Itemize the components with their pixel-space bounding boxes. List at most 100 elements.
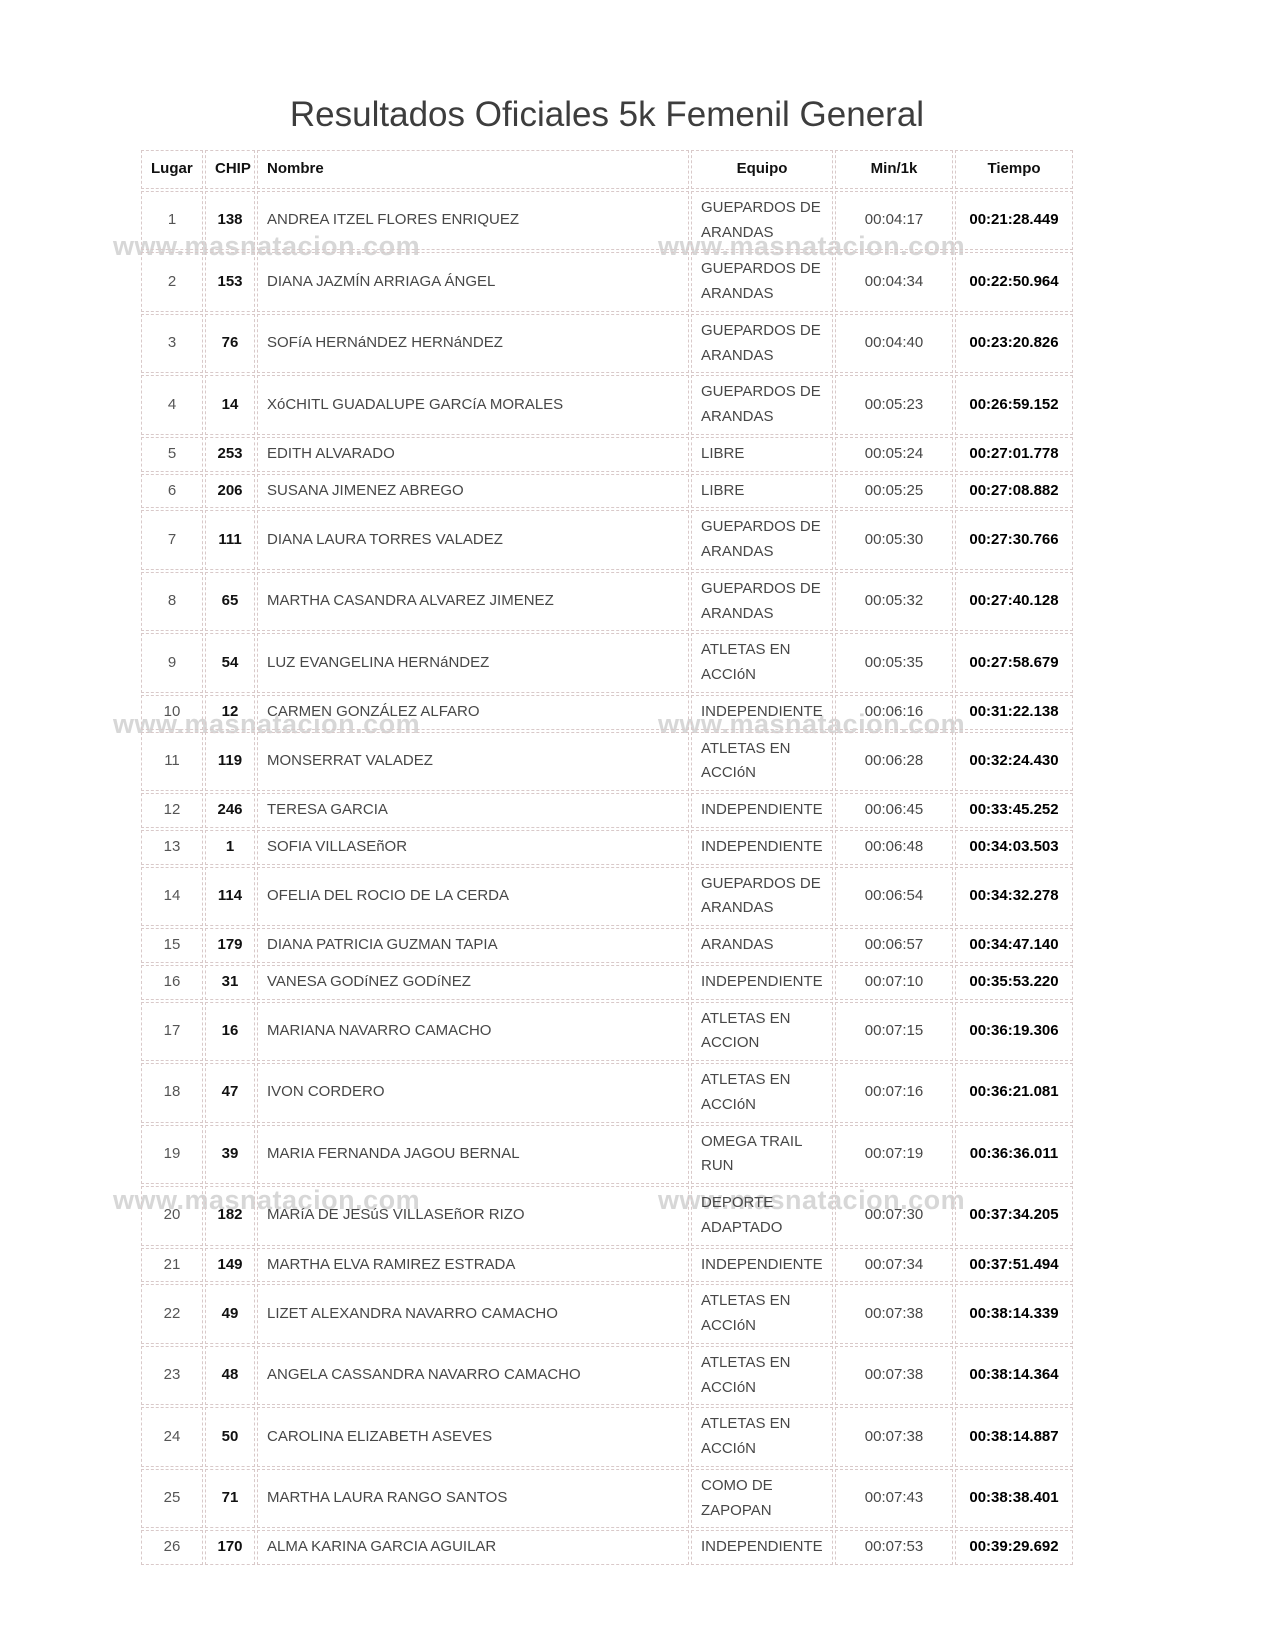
cell-chip: 206: [205, 473, 255, 509]
cell-equipo: ATLETAS EN ACCIóN: [691, 1345, 833, 1406]
cell-nombre: EDITH ALVARADO: [257, 436, 689, 472]
watermark-text: www.masnatacion.com: [658, 1185, 966, 1215]
cell-equipo: GUEPARDOS DE ARANDAS: [691, 866, 833, 926]
cell-tiempo: 00:21:28.449: [955, 190, 1073, 251]
cell-lugar: 14: [141, 866, 203, 926]
cell-tiempo: 00:23:20.826: [955, 313, 1073, 374]
watermark-text: www.masnatacion.com: [658, 231, 966, 261]
cell-min1k: 00:06:28: [835, 731, 953, 791]
cell-chip: 16: [205, 1001, 255, 1061]
cell-equipo: LIBRE: [691, 436, 833, 472]
table-row: 11 119 MONSERRAT VALADEZ ATLETAS EN ACCIóN 0…: [141, 731, 1073, 791]
cell-equipo: GUEPARDOS DE ARANDAS: [691, 510, 833, 570]
cell-tiempo: 00:38:38.401: [955, 1468, 1073, 1529]
cell-chip: 76: [205, 313, 255, 374]
cell-lugar: 18: [141, 1063, 203, 1123]
watermark-text: www.masnatacion.com: [658, 709, 966, 739]
cell-nombre: MARTHA ELVA RAMIREZ ESTRADA: [257, 1247, 689, 1283]
cell-min1k: 00:06:54: [835, 866, 953, 926]
cell-lugar: 23: [141, 1345, 203, 1406]
cell-min1k: 00:05:25: [835, 473, 953, 509]
cell-min1k: 00:05:30: [835, 510, 953, 570]
cell-tiempo: 00:38:14.339: [955, 1284, 1073, 1344]
cell-chip: 65: [205, 571, 255, 632]
cell-nombre: XóCHITL GUADALUPE GARCíA MORALES: [257, 375, 689, 435]
column-header-chip: CHIP: [205, 150, 255, 189]
cell-equipo: ATLETAS EN ACCIóN: [691, 1407, 833, 1467]
page-content: Resultados Oficiales 5k Femenil General …: [141, 95, 1073, 1565]
cell-nombre: DIANA LAURA TORRES VALADEZ: [257, 510, 689, 570]
cell-chip: 153: [205, 252, 255, 312]
table-row: 6 206 SUSANA JIMENEZ ABREGO LIBRE 00:05:25 00…: [141, 473, 1073, 509]
column-header-lugar: Lugar: [141, 150, 203, 189]
cell-nombre: DIANA JAZMÍN ARRIAGA ÁNGEL: [257, 252, 689, 312]
cell-chip: 49: [205, 1284, 255, 1344]
cell-equipo: ATLETAS EN ACCION: [691, 1001, 833, 1061]
cell-tiempo: 00:36:21.081: [955, 1063, 1073, 1123]
table-row: 17 16 MARIANA NAVARRO CAMACHO ATLETAS EN AC…: [141, 1001, 1073, 1061]
cell-lugar: 2: [141, 252, 203, 312]
cell-chip: 39: [205, 1124, 255, 1184]
cell-tiempo: 00:27:40.128: [955, 571, 1073, 632]
cell-equipo: ATLETAS EN ACCIóN: [691, 1284, 833, 1344]
table-row: 26 170 ALMA KARINA GARCIA AGUILAR INDEPENDI…: [141, 1530, 1073, 1565]
table-row: 10 12 CARMEN GONZÁLEZ ALFARO INDEPENDIENTE 0…: [141, 694, 1073, 730]
cell-chip: 149: [205, 1247, 255, 1283]
cell-equipo: OMEGA TRAIL RUN: [691, 1124, 833, 1184]
page-title: Resultados Oficiales 5k Femenil General: [289, 95, 925, 134]
cell-lugar: 6: [141, 473, 203, 509]
cell-chip: 14: [205, 375, 255, 435]
cell-equipo: INDEPENDIENTE: [691, 1530, 833, 1565]
table-row: 19 39 MARIA FERNANDA JAGOU BERNAL OMEGA TRA…: [141, 1124, 1073, 1184]
cell-tiempo: 00:27:01.778: [955, 436, 1073, 472]
cell-nombre: CAROLINA ELIZABETH ASEVES: [257, 1407, 689, 1467]
cell-equipo: COMO DE ZAPOPAN: [691, 1468, 833, 1529]
cell-equipo: ARANDAS: [691, 928, 833, 963]
cell-min1k: 00:07:16: [835, 1063, 953, 1123]
cell-lugar: 16: [141, 964, 203, 1000]
cell-tiempo: 00:39:29.692: [955, 1530, 1073, 1565]
cell-min1k: 00:07:15: [835, 1001, 953, 1061]
cell-chip: 138: [205, 190, 255, 251]
cell-nombre: ANDREA ITZEL FLORES ENRIQUEZ: [257, 190, 689, 251]
table-row: 13 1 SOFIA VILLASEñOR INDEPENDIENTE 00:06:48…: [141, 829, 1073, 865]
cell-chip: 114: [205, 866, 255, 926]
cell-equipo: GUEPARDOS DE ARANDAS: [691, 313, 833, 374]
cell-equipo: INDEPENDIENTE: [691, 964, 833, 1000]
cell-tiempo: 00:26:59.152: [955, 375, 1073, 435]
table-row: 23 48 ANGELA CASSANDRA NAVARRO CAMACHO ATLE…: [141, 1345, 1073, 1406]
cell-tiempo: 00:37:51.494: [955, 1247, 1073, 1283]
table-row: 21 149 MARTHA ELVA RAMIREZ ESTRADA INDEPEND…: [141, 1247, 1073, 1283]
table-row: 3 76 SOFíA HERNáNDEZ HERNáNDEZ GUEPARDOS DE…: [141, 313, 1073, 374]
table-row: 15 179 DIANA PATRICIA GUZMAN TAPIA ARANDAS 0…: [141, 928, 1073, 963]
cell-lugar: 20: [141, 1186, 203, 1246]
table-row: 9 54 LUZ EVANGELINA HERNáNDEZ ATLETAS EN AC…: [141, 633, 1073, 693]
cell-lugar: 12: [141, 793, 203, 828]
cell-min1k: 00:05:24: [835, 436, 953, 472]
cell-equipo: INDEPENDIENTE: [691, 829, 833, 865]
cell-min1k: 00:05:35: [835, 633, 953, 693]
cell-tiempo: 00:37:34.205: [955, 1186, 1073, 1246]
cell-chip: 31: [205, 964, 255, 1000]
cell-min1k: 00:07:34: [835, 1247, 953, 1283]
table-row: 22 49 LIZET ALEXANDRA NAVARRO CAMACHO ATLET…: [141, 1284, 1073, 1344]
cell-tiempo: 00:35:53.220: [955, 964, 1073, 1000]
cell-min1k: 00:06:48: [835, 829, 953, 865]
cell-nombre: ANGELA CASSANDRA NAVARRO CAMACHO: [257, 1345, 689, 1406]
cell-min1k: 00:06:57: [835, 928, 953, 963]
cell-tiempo: 00:27:30.766: [955, 510, 1073, 570]
cell-min1k: 00:06:45: [835, 793, 953, 828]
cell-equipo: ATLETAS EN ACCIóN: [691, 1063, 833, 1123]
table-row: 18 47 IVON CORDERO ATLETAS EN ACCIóN 00:07:1…: [141, 1063, 1073, 1123]
cell-lugar: 22: [141, 1284, 203, 1344]
cell-chip: 179: [205, 928, 255, 963]
cell-tiempo: 00:27:58.679: [955, 633, 1073, 693]
cell-lugar: 15: [141, 928, 203, 963]
cell-chip: 253: [205, 436, 255, 472]
cell-nombre: MARTHA LAURA RANGO SANTOS: [257, 1468, 689, 1529]
table-row: 20 182 MARíA DE JESúS VILLASEñOR RIZO DEPOR…: [141, 1186, 1073, 1246]
cell-equipo: DEPORTE ADAPTADO: [691, 1186, 833, 1246]
cell-chip: 246: [205, 793, 255, 828]
cell-equipo: GUEPARDOS DE ARANDAS: [691, 252, 833, 312]
